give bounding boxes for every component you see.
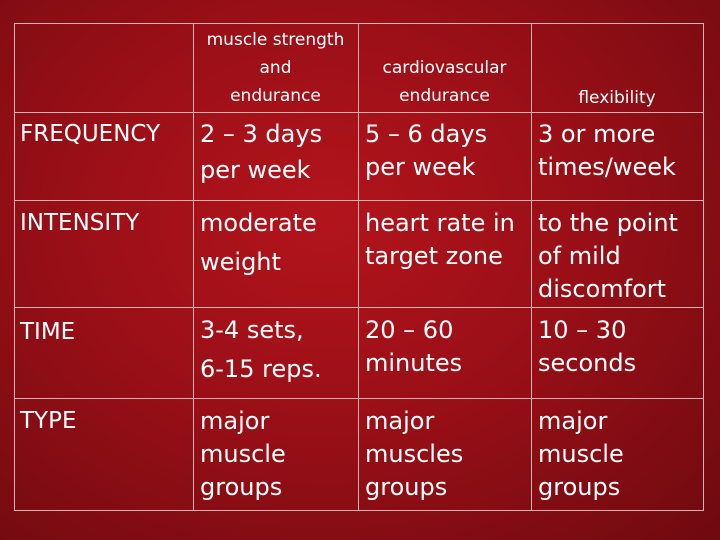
cell-line: muscle xyxy=(538,440,624,468)
cell-intensity-cardio: heart rate in target zone xyxy=(365,207,515,273)
cell-line: major xyxy=(365,407,435,435)
table-border-left xyxy=(14,23,15,511)
cell-line: 20 – 60 xyxy=(365,316,454,344)
cell-line: to the point xyxy=(538,209,678,237)
cell-type-flex: major muscle groups xyxy=(538,405,624,504)
cell-frequency-cardio: 5 – 6 days per week xyxy=(365,118,487,184)
cell-line: muscles xyxy=(365,440,464,468)
cell-frequency-strength: 2 – 3 days per week xyxy=(200,118,322,187)
cell-intensity-flex: to the point of mild discomfort xyxy=(538,207,678,306)
cell-time-cardio: 20 – 60 minutes xyxy=(365,314,462,380)
header-line: muscle strength xyxy=(206,30,345,50)
cell-line: 5 – 6 days xyxy=(365,120,488,148)
row-label-time: TIME xyxy=(20,319,76,345)
cell-line: of mild xyxy=(538,242,621,270)
cell-line: minutes xyxy=(365,349,463,377)
header-line: endurance xyxy=(399,86,490,106)
cell-line: muscle xyxy=(200,440,286,468)
cell-line: 10 – 30 xyxy=(538,316,627,344)
cell-line: weight xyxy=(200,248,281,276)
header-line: cardiovascular xyxy=(382,58,507,78)
cell-type-cardio: major muscles groups xyxy=(365,405,463,504)
cell-line: 2 – 3 days xyxy=(200,120,323,148)
cell-intensity-strength: moderate weight xyxy=(200,207,317,279)
column-divider-3 xyxy=(531,23,532,511)
cell-line: moderate xyxy=(200,209,317,237)
cell-frequency-flex: 3 or more times/week xyxy=(538,118,676,184)
cell-line: discomfort xyxy=(538,275,667,303)
row-label-type: TYPE xyxy=(20,408,77,434)
cell-line: target zone xyxy=(365,242,503,270)
cell-line: per week xyxy=(365,153,476,181)
cell-line: 3 or more xyxy=(538,120,656,148)
cell-time-strength: 3-4 sets, 6-15 reps. xyxy=(200,314,322,386)
cell-line: per week xyxy=(200,156,311,184)
cell-line: groups xyxy=(538,473,621,501)
cell-line: heart rate in xyxy=(365,209,515,237)
header-line: and xyxy=(259,58,292,78)
cell-line: groups xyxy=(200,473,283,501)
cell-line: times/week xyxy=(538,153,676,181)
cell-time-flex: 10 – 30 seconds xyxy=(538,314,636,380)
column-divider-1 xyxy=(193,23,194,511)
header-cardiovascular: cardiovascular endurance xyxy=(358,54,531,110)
table-border-top xyxy=(14,23,704,24)
table-border-bottom xyxy=(14,510,704,511)
column-divider-2 xyxy=(358,23,359,511)
header-line: endurance xyxy=(230,86,321,106)
header-muscle-strength: muscle strength and endurance xyxy=(193,26,358,110)
row-divider-4 xyxy=(14,398,704,399)
row-label-frequency: FREQUENCY xyxy=(20,121,161,147)
cell-line: groups xyxy=(365,473,448,501)
cell-line: 6-15 reps. xyxy=(200,355,322,383)
cell-line: major xyxy=(200,407,270,435)
table-border-right xyxy=(703,23,704,511)
cell-line: 3-4 sets, xyxy=(200,316,304,344)
cell-line: seconds xyxy=(538,349,637,377)
row-divider-2 xyxy=(14,200,704,201)
row-divider-1 xyxy=(14,112,704,113)
header-flexibility: flexibility xyxy=(531,84,703,112)
row-label-intensity: INTENSITY xyxy=(20,210,140,236)
row-divider-3 xyxy=(14,307,704,308)
header-line: flexibility xyxy=(578,88,656,108)
cell-type-strength: major muscle groups xyxy=(200,405,286,504)
cell-line: major xyxy=(538,407,608,435)
